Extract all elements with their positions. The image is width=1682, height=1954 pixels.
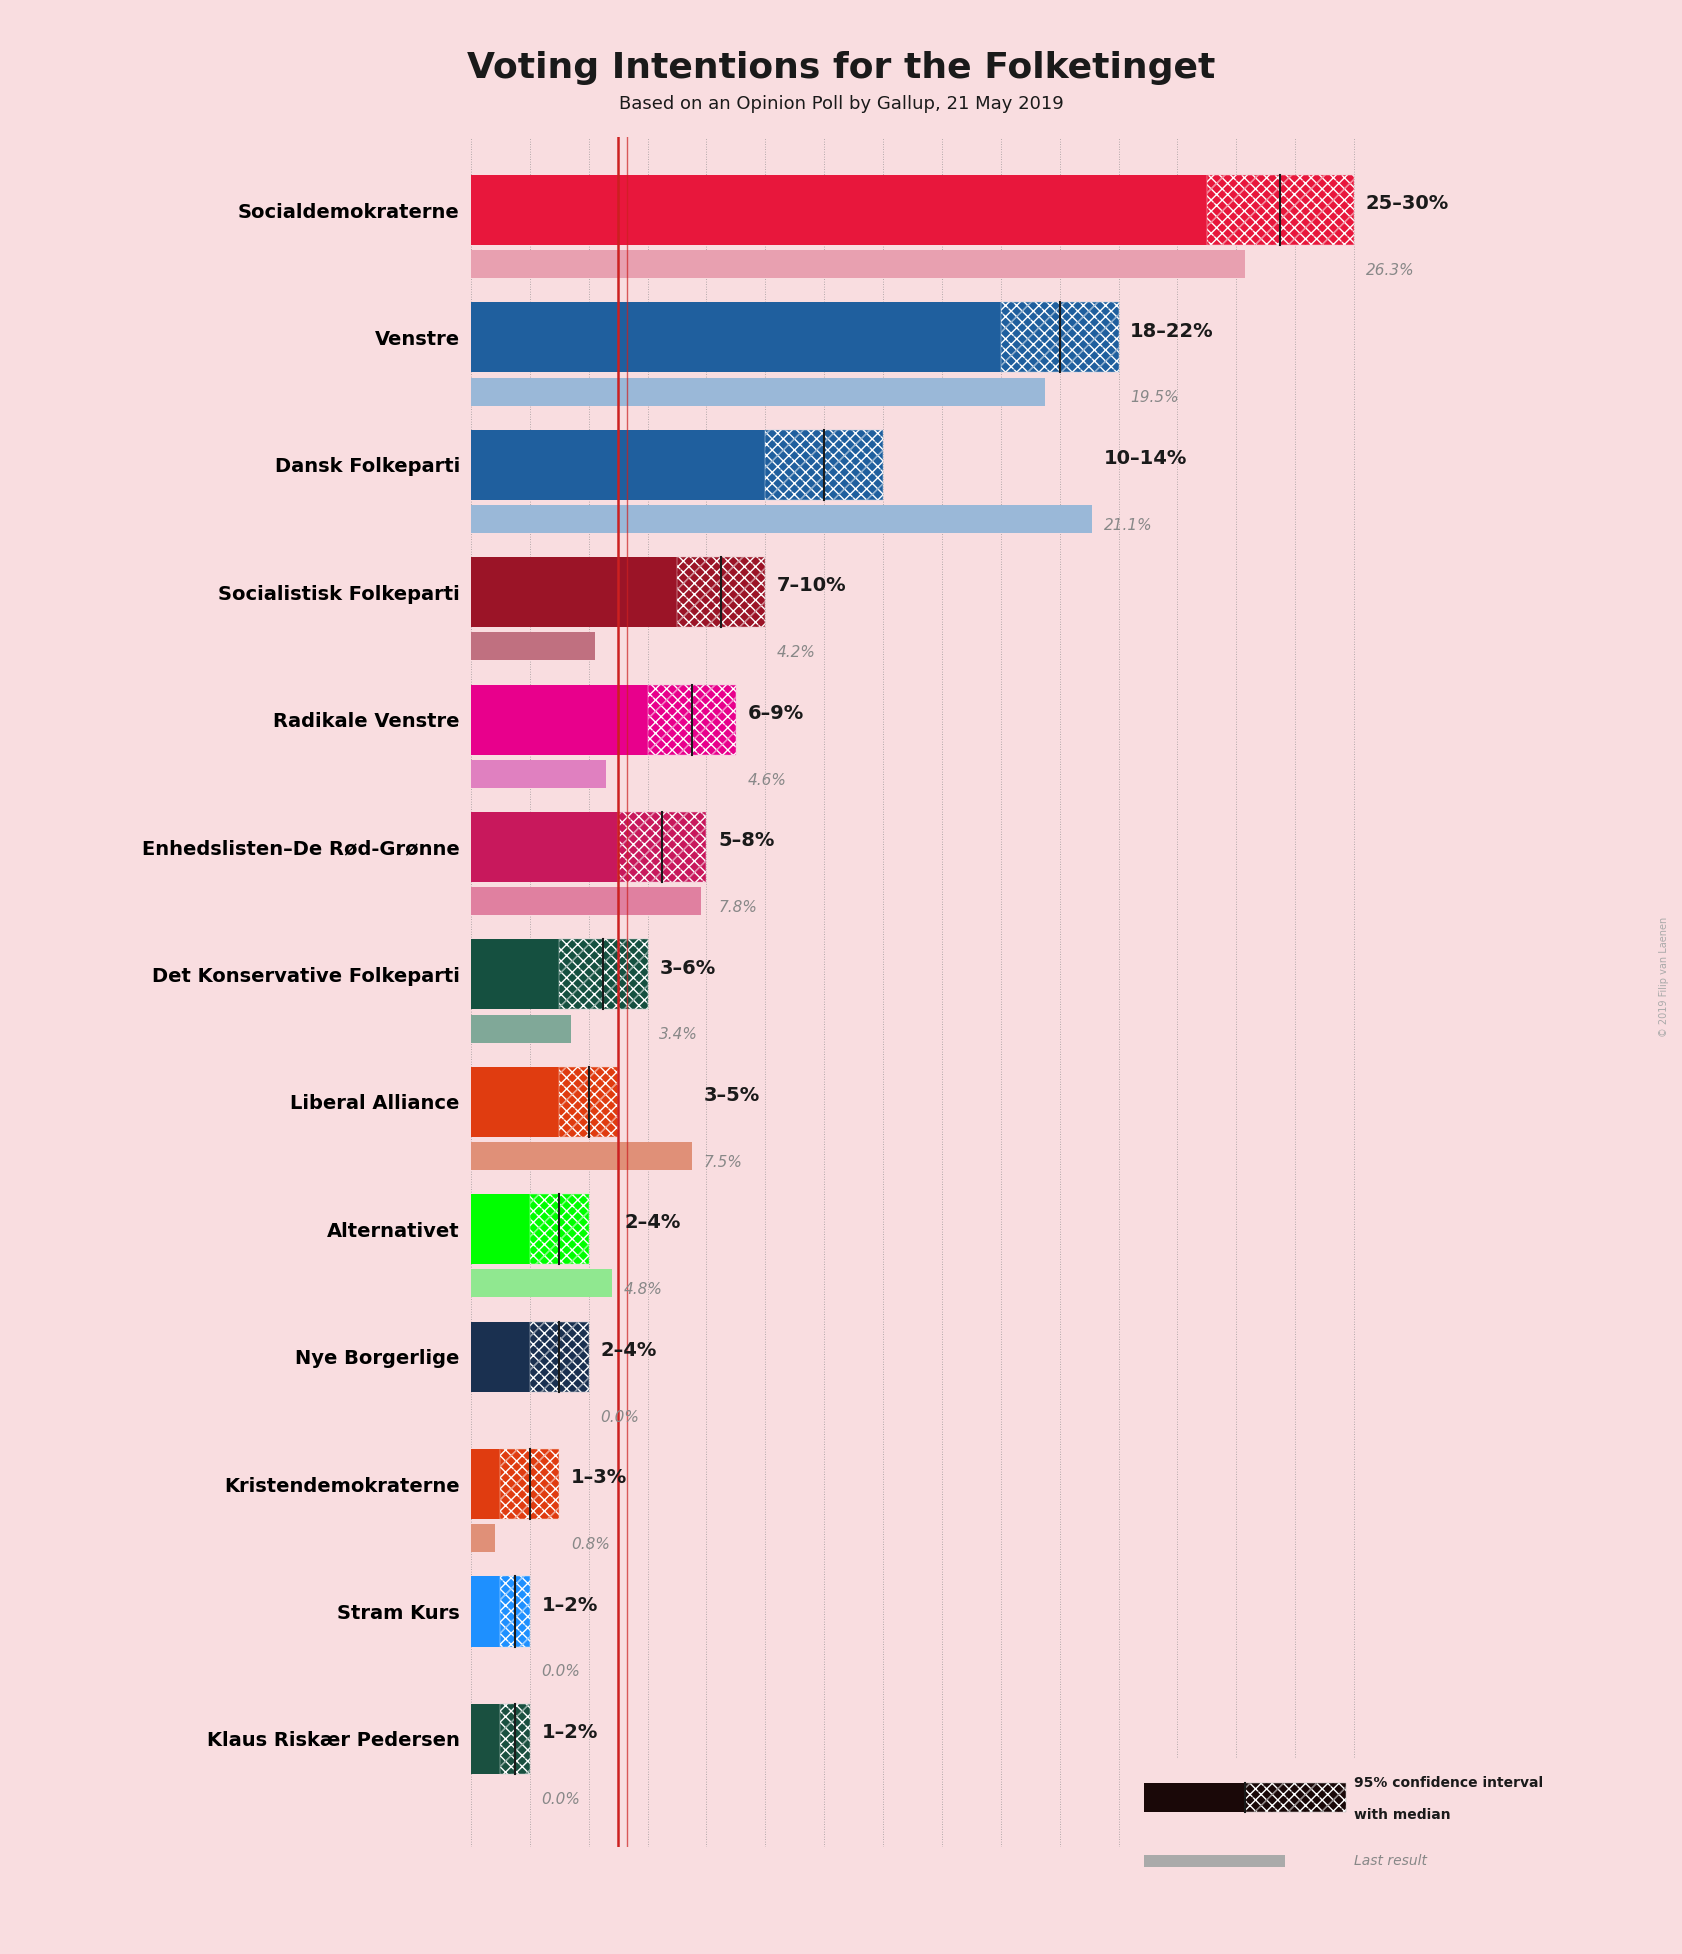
- Bar: [471, 504, 1092, 533]
- Text: 26.3%: 26.3%: [1366, 264, 1415, 277]
- Bar: [471, 176, 1206, 244]
- Bar: [471, 940, 558, 1010]
- Bar: [1206, 176, 1354, 244]
- Bar: [558, 1067, 619, 1137]
- Text: 0.0%: 0.0%: [600, 1409, 639, 1424]
- Bar: [471, 1067, 558, 1137]
- Text: 25–30%: 25–30%: [1366, 193, 1448, 213]
- Text: 7.8%: 7.8%: [718, 901, 757, 914]
- Text: 4.2%: 4.2%: [777, 645, 816, 660]
- Text: Voting Intentions for the Folketinget: Voting Intentions for the Folketinget: [468, 51, 1214, 86]
- Text: 3.4%: 3.4%: [659, 1028, 698, 1043]
- Bar: [471, 813, 617, 881]
- Bar: [471, 1194, 530, 1264]
- Bar: [530, 1321, 589, 1391]
- Bar: [1144, 1854, 1285, 1868]
- Bar: [1206, 176, 1354, 244]
- Bar: [501, 1704, 530, 1774]
- Text: 0.8%: 0.8%: [570, 1538, 611, 1551]
- Bar: [1245, 1782, 1346, 1813]
- Bar: [471, 430, 765, 500]
- Text: 3–5%: 3–5%: [703, 1086, 760, 1106]
- Bar: [501, 1577, 530, 1647]
- Text: 1–3%: 1–3%: [570, 1467, 627, 1487]
- Bar: [471, 1014, 570, 1043]
- Bar: [676, 557, 765, 627]
- Text: 3–6%: 3–6%: [659, 959, 715, 977]
- Text: 4.6%: 4.6%: [747, 772, 787, 787]
- Bar: [471, 1524, 495, 1551]
- Text: 19.5%: 19.5%: [1130, 391, 1179, 406]
- Bar: [471, 557, 676, 627]
- Text: 0.0%: 0.0%: [542, 1665, 580, 1680]
- Text: 0.0%: 0.0%: [542, 1792, 580, 1807]
- Bar: [676, 557, 765, 627]
- Bar: [1001, 303, 1119, 373]
- Text: 95% confidence interval: 95% confidence interval: [1354, 1776, 1542, 1790]
- Bar: [471, 1270, 612, 1297]
- Text: 1–2%: 1–2%: [542, 1723, 599, 1743]
- Text: 10–14%: 10–14%: [1103, 449, 1187, 467]
- Bar: [471, 1141, 691, 1170]
- Bar: [501, 1577, 530, 1647]
- Text: Based on an Opinion Poll by Gallup, 21 May 2019: Based on an Opinion Poll by Gallup, 21 M…: [619, 94, 1063, 113]
- Bar: [501, 1704, 530, 1774]
- Bar: [501, 1450, 558, 1518]
- Text: 2–4%: 2–4%: [624, 1213, 681, 1233]
- Text: 5–8%: 5–8%: [718, 830, 775, 850]
- Text: 7–10%: 7–10%: [777, 576, 846, 596]
- Bar: [648, 684, 735, 754]
- Bar: [471, 1450, 501, 1518]
- Bar: [617, 813, 706, 881]
- Bar: [471, 1704, 501, 1774]
- Bar: [1245, 1782, 1346, 1813]
- Bar: [471, 760, 607, 787]
- Bar: [1144, 1782, 1245, 1813]
- Bar: [765, 430, 883, 500]
- Text: 7.5%: 7.5%: [703, 1155, 742, 1170]
- Text: Last result: Last result: [1354, 1854, 1426, 1868]
- Bar: [471, 250, 1245, 277]
- Bar: [530, 1194, 589, 1264]
- Bar: [471, 887, 701, 914]
- Text: 6–9%: 6–9%: [747, 703, 804, 723]
- Text: with median: with median: [1354, 1807, 1450, 1821]
- Bar: [471, 1321, 530, 1391]
- Bar: [558, 940, 648, 1010]
- Bar: [765, 430, 883, 500]
- Bar: [471, 377, 1045, 406]
- Bar: [530, 1194, 589, 1264]
- Bar: [648, 684, 735, 754]
- Bar: [558, 940, 648, 1010]
- Bar: [530, 1321, 589, 1391]
- Bar: [617, 813, 706, 881]
- Bar: [471, 303, 1001, 373]
- Text: 2–4%: 2–4%: [600, 1340, 658, 1360]
- Text: 21.1%: 21.1%: [1103, 518, 1152, 533]
- Text: 18–22%: 18–22%: [1130, 322, 1214, 340]
- Bar: [501, 1450, 558, 1518]
- Bar: [471, 633, 595, 660]
- Text: © 2019 Filip van Laenen: © 2019 Filip van Laenen: [1658, 916, 1669, 1038]
- Bar: [1001, 303, 1119, 373]
- Text: 1–2%: 1–2%: [542, 1596, 599, 1614]
- Bar: [471, 1577, 501, 1647]
- Bar: [471, 684, 648, 754]
- Bar: [558, 1067, 619, 1137]
- Text: 4.8%: 4.8%: [624, 1282, 663, 1297]
